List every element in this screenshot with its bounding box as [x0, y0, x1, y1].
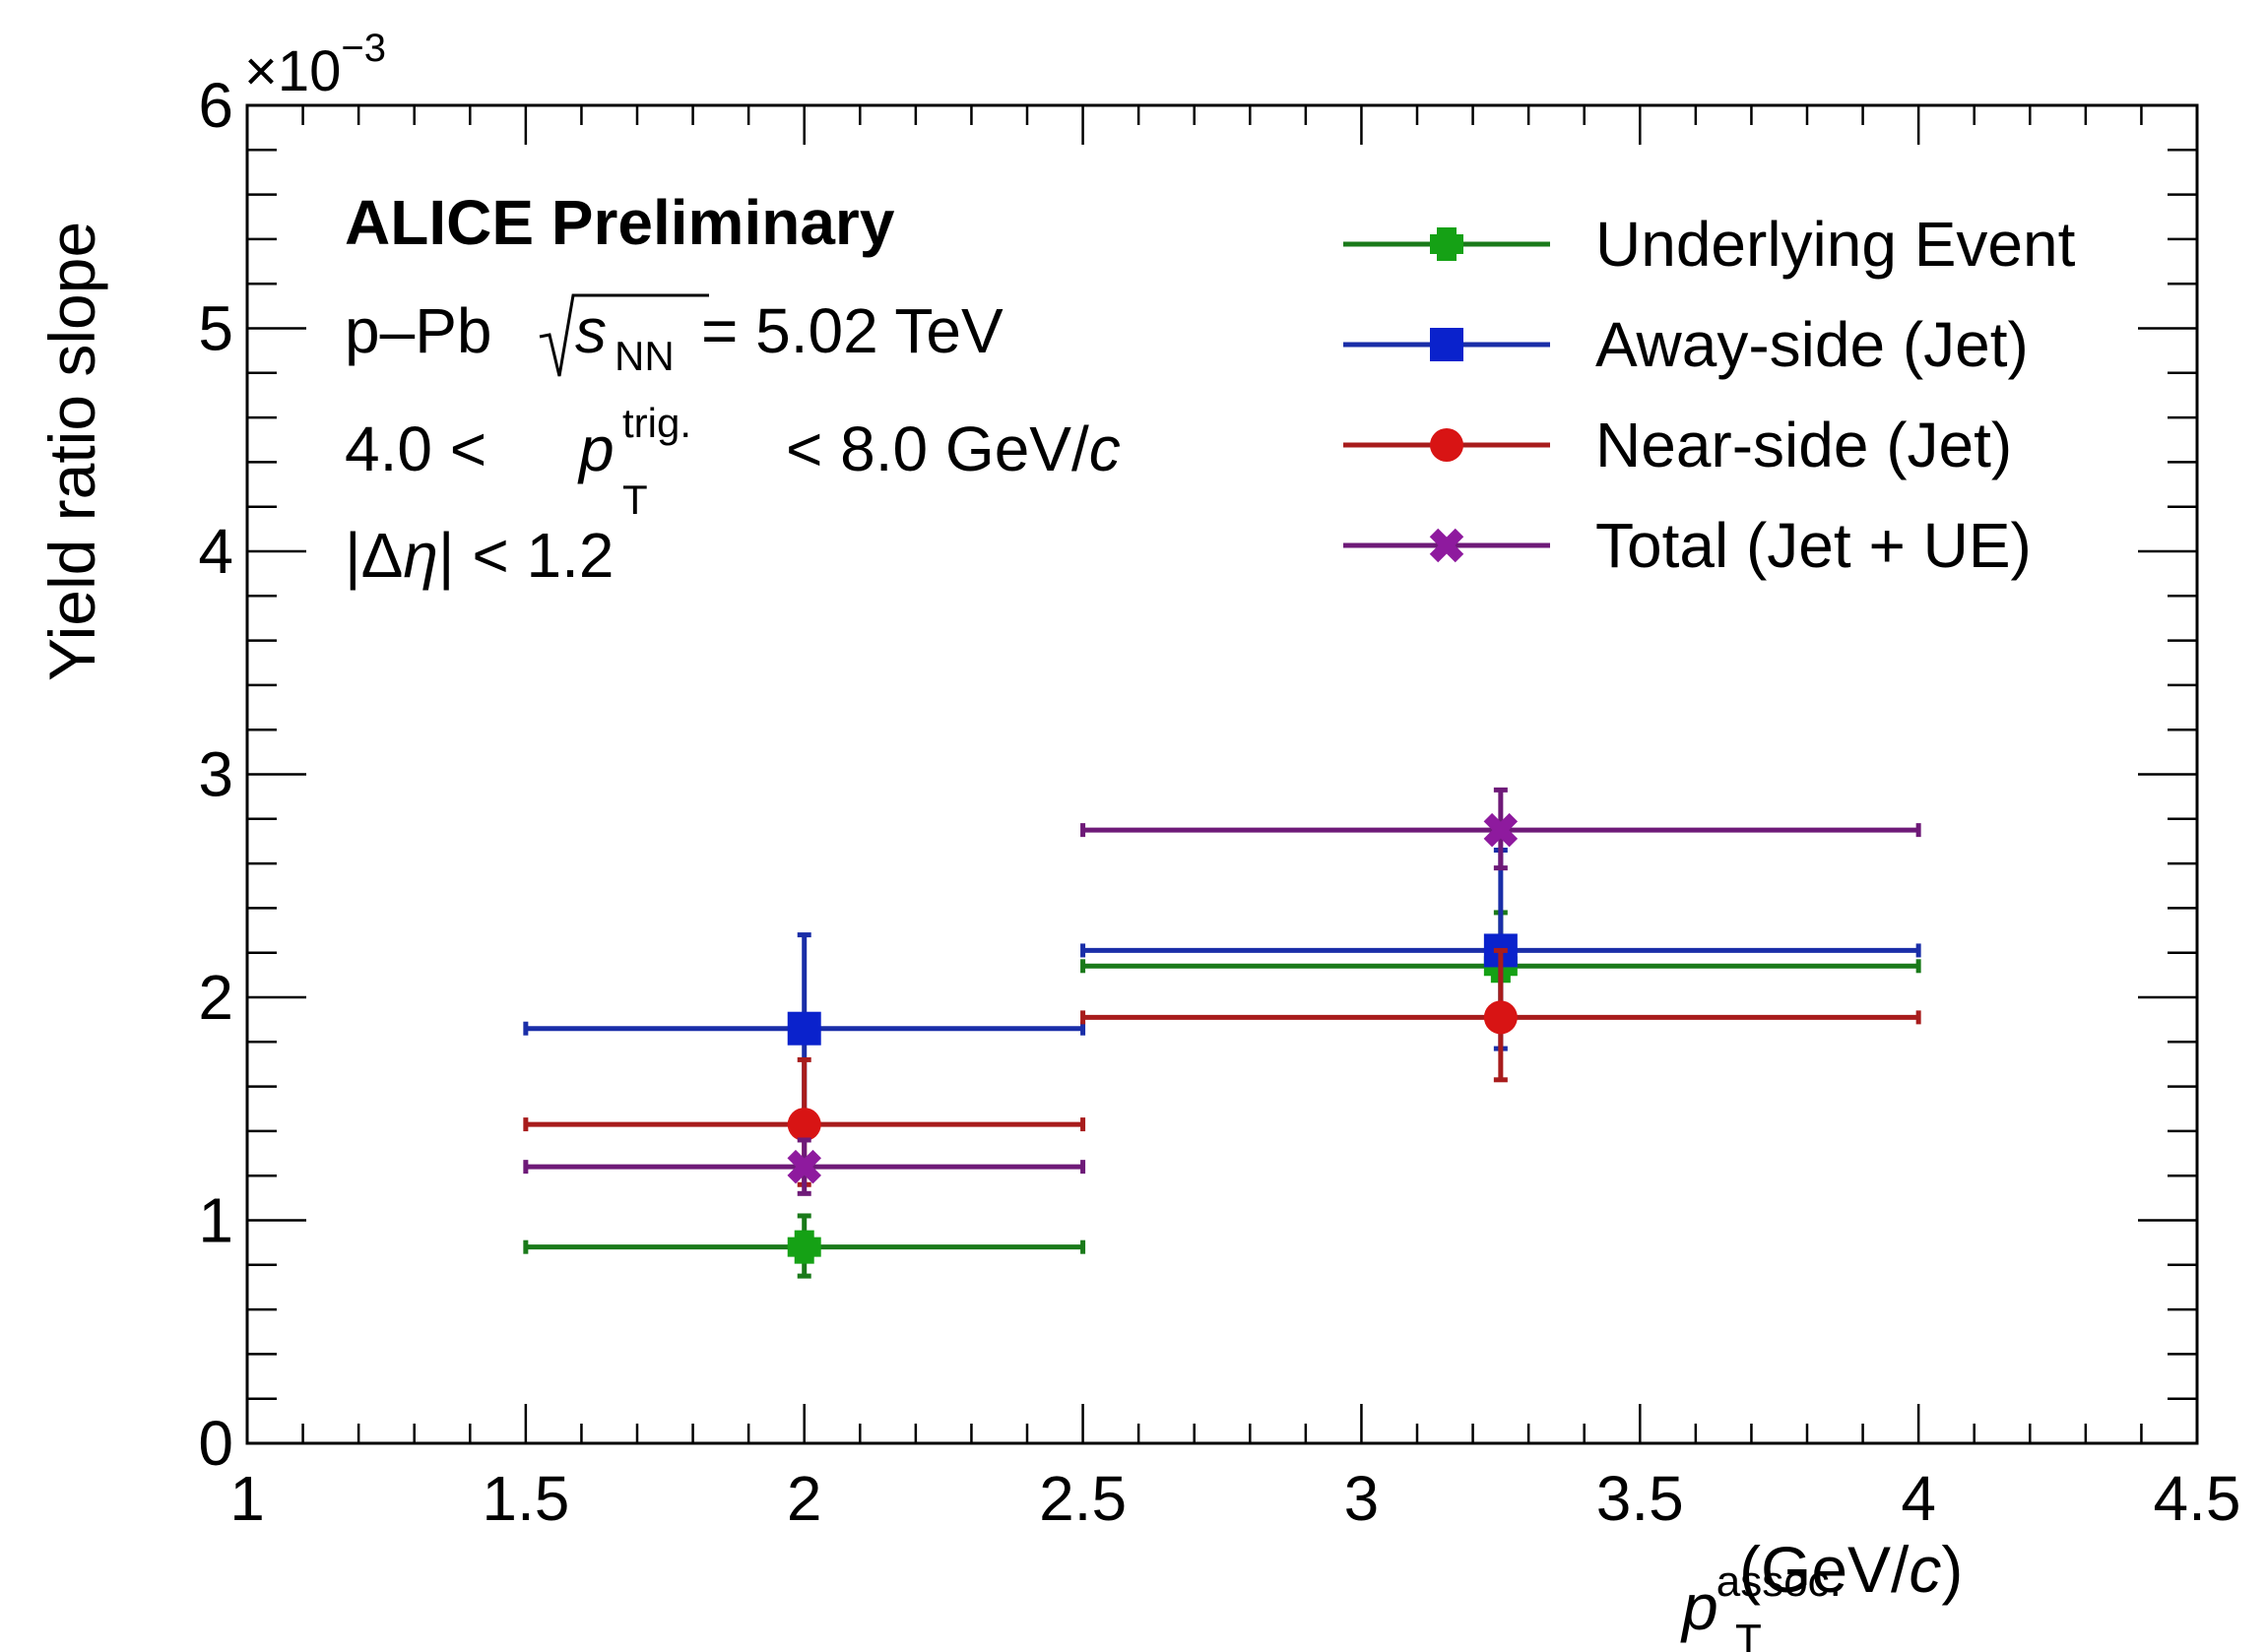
marker-x-stroke [787, 1149, 821, 1184]
x-axis-label-subscript: T [1735, 1616, 1762, 1652]
y-tick-label: 6 [198, 70, 233, 141]
ptrig-variable: p [577, 413, 615, 484]
legend-label: Total (Jet + UE) [1595, 510, 2032, 581]
x-tick-label: 4.5 [2154, 1463, 2241, 1534]
marker-square [787, 1011, 821, 1046]
ptrig-subscript: T [622, 477, 648, 523]
data-point [523, 1213, 1086, 1279]
ptrig-high: < 8.0 GeV/c [786, 413, 1121, 484]
legend-label: Away-side (Jet) [1595, 309, 2029, 380]
series-near-side-jet [523, 947, 1921, 1187]
marker-x [1483, 812, 1519, 848]
y-axis-label: Yield ratio slope [35, 222, 108, 681]
marker-cross [1430, 227, 1463, 261]
data-series [523, 787, 1921, 1279]
marker-square [1430, 328, 1463, 361]
trigger-pt-annotation: 4.0 < p trig. T < 8.0 GeV/c [345, 400, 1121, 523]
legend-label: Underlying Event [1595, 209, 2076, 280]
x-tick-label: 2.5 [1039, 1463, 1127, 1534]
x-tick-label: 3.5 [1596, 1463, 1684, 1534]
energy-variable: s [575, 295, 607, 366]
y-tick-label: 5 [198, 293, 233, 364]
y-tick-label: 4 [198, 516, 233, 587]
data-point [523, 1137, 1086, 1196]
x-tick-label: 1 [229, 1463, 265, 1534]
x-tick-label: 3 [1344, 1463, 1380, 1534]
marker-x [1429, 528, 1464, 563]
energy-subscript: NN [615, 333, 675, 379]
y-exponent: ×10−3 [244, 27, 386, 103]
data-point [1080, 947, 1921, 1083]
series-total-jet-ue [523, 787, 1921, 1196]
eta-annotation: |Δη| < 1.2 [345, 520, 614, 591]
system-label: p–Pb [345, 295, 491, 366]
energy-value: = 5.02 TeV [701, 295, 1004, 366]
x-tick-label: 4 [1901, 1463, 1936, 1534]
marker-cross [787, 1230, 821, 1264]
data-point [523, 1056, 1086, 1187]
legend: Underlying Event Away-side (Jet) Near-side… [1343, 209, 2076, 581]
marker-x-stroke [1429, 528, 1464, 563]
x-tick-label: 1.5 [482, 1463, 569, 1534]
marker-x [787, 1149, 821, 1184]
x-tick-label: 2 [787, 1463, 822, 1534]
legend-label: Near-side (Jet) [1595, 410, 2012, 480]
marker-circle [1483, 1000, 1518, 1035]
y-tick-label: 2 [198, 962, 233, 1033]
plot-frame [245, 103, 2199, 1445]
experiment-label: ALICE Preliminary [345, 187, 895, 258]
marker-x-stroke [1483, 812, 1519, 848]
y-tick-label: 1 [198, 1185, 233, 1256]
legend-entry: Away-side (Jet) [1343, 309, 2029, 380]
legend-entry: Total (Jet + UE) [1343, 510, 2032, 581]
x-axis-label: passoc.(GeV/c) [1680, 1533, 1963, 1643]
y-tick-label: 3 [198, 739, 233, 810]
marker-circle [787, 1108, 821, 1142]
marker-circle [1430, 428, 1463, 462]
ptrig-superscript: trig. [622, 400, 691, 446]
y-tick-label: 0 [198, 1408, 233, 1479]
legend-entry: Underlying Event [1343, 209, 2076, 280]
legend-entry: Near-side (Jet) [1343, 410, 2012, 480]
ptrig-low: 4.0 < [345, 413, 486, 484]
data-point [1080, 787, 1921, 871]
collision-system-annotation: p–Pb s NN = 5.02 TeV [345, 293, 1004, 379]
sqrt-sign [539, 293, 709, 377]
